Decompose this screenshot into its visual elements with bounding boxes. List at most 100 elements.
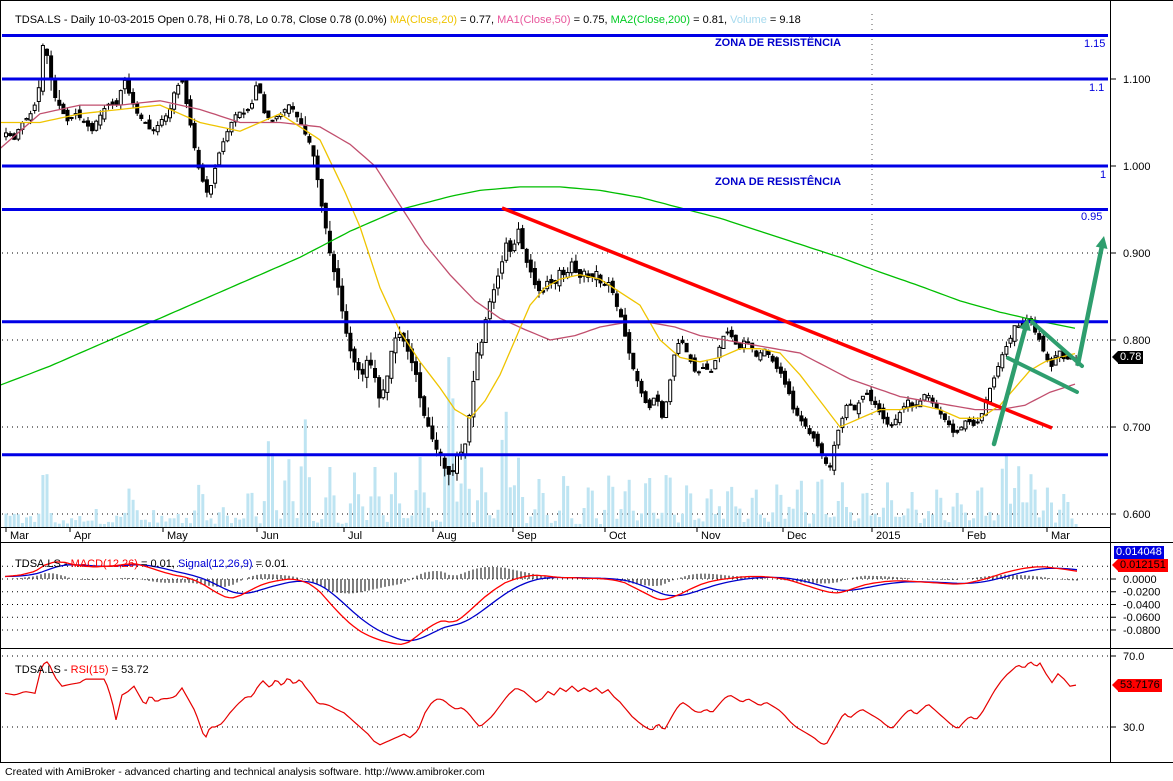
volume-bar: [611, 486, 615, 527]
candle-body: [664, 401, 669, 418]
candle-body: [1037, 333, 1042, 340]
volume-bar: [578, 523, 582, 527]
candle-body: [1049, 358, 1054, 367]
volume-bar: [939, 497, 943, 527]
candle-body: [1041, 335, 1046, 352]
x-axis-label: Mar: [1051, 530, 1070, 542]
volume-bar: [164, 521, 168, 527]
candle-body: [102, 108, 107, 120]
volume-bar: [1029, 474, 1033, 527]
candle-body: [446, 466, 451, 475]
candle-body: [340, 285, 345, 312]
candle-body: [623, 314, 628, 337]
volume-bar: [86, 520, 90, 527]
trendline: [501, 206, 1053, 430]
volume-bar: [435, 520, 438, 527]
title-volume-value: = 9.18: [766, 14, 801, 26]
candle-body: [705, 363, 710, 370]
volume-bar: [1017, 466, 1021, 527]
candle-body: [418, 372, 423, 399]
candle-body: [36, 87, 41, 102]
volume-bar: [570, 518, 574, 527]
candle-body: [450, 470, 455, 473]
candle-body: [204, 179, 209, 193]
breakout-arrow: [1075, 245, 1104, 367]
volume-bar: [4, 513, 8, 527]
candle-body: [127, 78, 131, 94]
volume-bar: [57, 523, 61, 527]
volume-bar: [558, 510, 561, 527]
macd-title-signal-label: Signal(12,26,9): [177, 558, 253, 570]
volume-bar: [828, 517, 832, 527]
candle-body: [557, 269, 562, 287]
candle-body: [241, 112, 246, 115]
candle-body: [569, 261, 574, 274]
candle-body: [766, 350, 771, 355]
last-price-badge: 0.78: [1112, 351, 1144, 364]
volume-bar: [488, 515, 492, 527]
volume-bar: [898, 516, 902, 527]
resistance-zone-label-lower: ZONA DE RESISTÊNCIA: [714, 176, 842, 188]
candle-body: [266, 110, 271, 119]
volume-bar: [816, 481, 820, 527]
candle-body: [721, 335, 726, 349]
volume-bar: [234, 517, 238, 527]
candle-body: [364, 359, 369, 378]
x-axis-label: Jul: [348, 530, 362, 542]
volume-bar: [1062, 494, 1066, 527]
volume-bar: [82, 521, 86, 527]
volume-bar: [394, 472, 397, 527]
macd-panel-title: TDSA.LS - MACD(12,26) = 0.01, Signal(12,…: [3, 546, 287, 582]
volume-bar: [361, 506, 365, 527]
volume-bar: [713, 514, 717, 527]
volume-bar: [209, 518, 213, 527]
signal-badge-value: 0.014048: [1116, 546, 1162, 558]
volume-bar: [955, 492, 959, 527]
volume-bar: [533, 509, 537, 527]
volume-bar: [894, 516, 898, 527]
candle-body: [778, 366, 783, 374]
candle-body: [701, 367, 705, 369]
volume-bar: [324, 497, 328, 527]
candle-body: [561, 269, 566, 276]
candle-body: [159, 119, 164, 126]
candle-body: [368, 359, 373, 366]
candle-body: [922, 394, 927, 401]
volume-bar: [750, 497, 754, 527]
candle-body: [426, 417, 431, 427]
volume-bar: [873, 513, 877, 527]
candle-body: [918, 400, 923, 408]
candle-body: [90, 123, 95, 132]
candle-body: [578, 269, 582, 278]
volume-bar: [414, 490, 418, 527]
volume-bar: [373, 467, 377, 527]
candle-body: [713, 360, 718, 370]
candle-body: [336, 268, 341, 288]
candle-body: [360, 368, 365, 375]
volume-bar: [640, 513, 643, 527]
volume-bar: [467, 488, 471, 527]
ma200-line: [0, 186, 1076, 386]
volume-bar: [213, 523, 217, 527]
candle-body: [356, 362, 361, 371]
volume-bar: [287, 459, 291, 527]
candle-body: [594, 271, 599, 281]
candle-body: [229, 121, 234, 133]
volume-bar: [951, 506, 955, 527]
volume-bar: [1066, 502, 1070, 527]
volume-bar: [980, 487, 984, 527]
volume-bar: [439, 521, 443, 527]
rsi-title-symbol: TDSA.LS -: [15, 664, 71, 676]
candle-body: [848, 403, 853, 406]
candle-body: [951, 423, 956, 433]
candle-body: [889, 424, 894, 427]
volume-bar: [738, 508, 742, 527]
volume-bar: [20, 523, 24, 527]
volume-bar: [849, 512, 853, 527]
candle-body: [840, 417, 845, 429]
volume-bar: [283, 480, 287, 527]
candle-body: [258, 83, 263, 94]
candle-body: [192, 122, 197, 149]
candle-body: [352, 348, 357, 363]
